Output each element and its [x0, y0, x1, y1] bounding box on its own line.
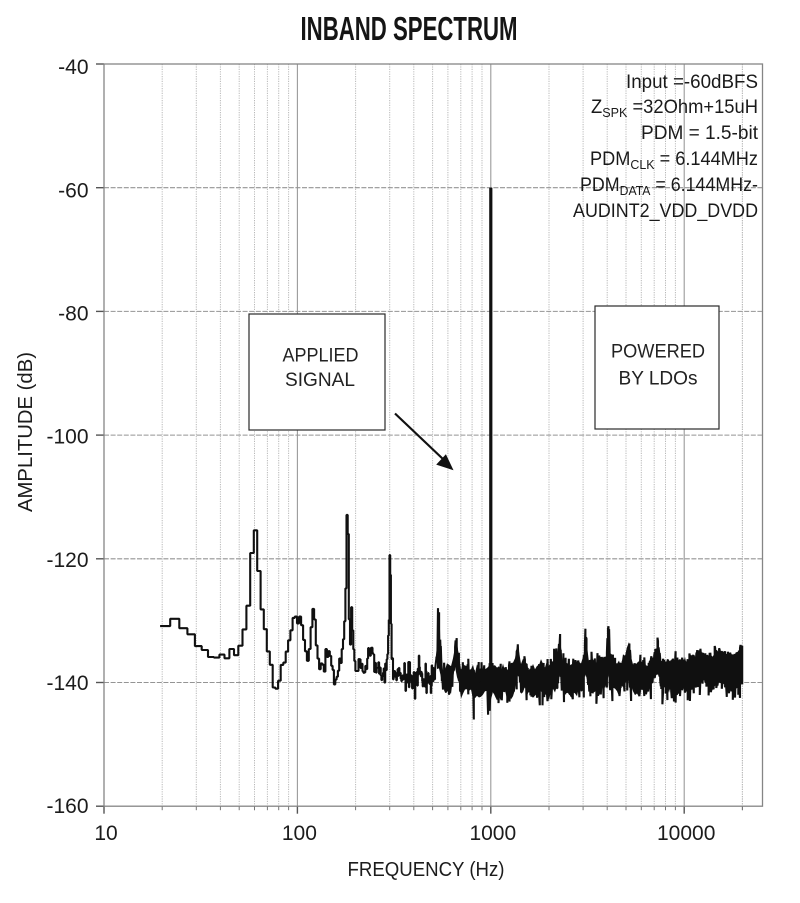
svg-text:100: 100	[282, 822, 317, 845]
svg-text:-60: -60	[58, 179, 88, 202]
svg-text:ZSPK =32Ohm+15uH: ZSPK =32Ohm+15uH	[591, 97, 758, 120]
svg-text:-100: -100	[46, 426, 88, 449]
svg-text:-120: -120	[46, 549, 88, 572]
svg-text:PDM = 1.5-bit: PDM = 1.5-bit	[641, 123, 759, 144]
svg-text:POWERED: POWERED	[611, 341, 705, 362]
svg-text:INBAND SPECTRUM: INBAND SPECTRUM	[301, 10, 518, 47]
svg-text:AUDINT2_VDD_DVDD: AUDINT2_VDD_DVDD	[573, 201, 758, 222]
svg-text:SIGNAL: SIGNAL	[285, 370, 355, 391]
svg-text:-140: -140	[46, 672, 88, 695]
svg-text:-40: -40	[58, 56, 88, 79]
svg-text:PDMCLK = 6.144MHz: PDMCLK = 6.144MHz	[590, 149, 758, 172]
svg-text:1000: 1000	[469, 822, 516, 845]
svg-text:10: 10	[94, 822, 117, 845]
svg-text:APPLIED: APPLIED	[283, 346, 359, 367]
svg-text:-80: -80	[58, 303, 88, 326]
svg-text:FREQUENCY (Hz): FREQUENCY (Hz)	[348, 859, 505, 881]
svg-text:Input =-60dBFS: Input =-60dBFS	[626, 72, 758, 93]
svg-text:PDMDATA = 6.144MHz-: PDMDATA = 6.144MHz-	[580, 175, 758, 198]
svg-text:BY LDOs: BY LDOs	[619, 369, 698, 390]
svg-text:-160: -160	[46, 795, 88, 818]
svg-text:10000: 10000	[657, 822, 715, 845]
svg-text:AMPLITUDE (dB): AMPLITUDE (dB)	[15, 352, 37, 512]
